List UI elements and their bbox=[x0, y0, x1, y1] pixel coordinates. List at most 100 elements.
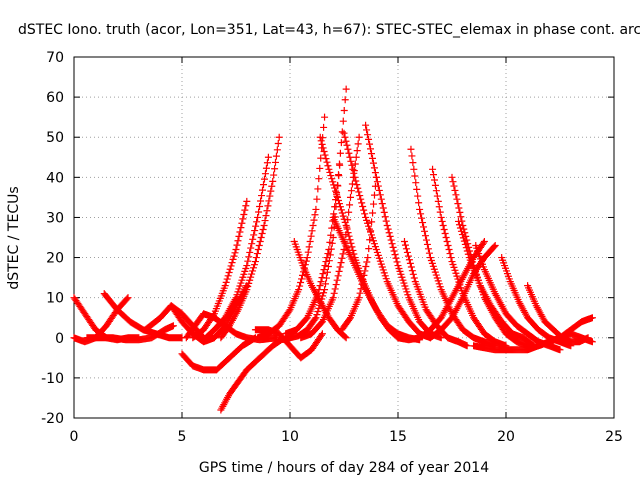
data-point bbox=[259, 181, 267, 189]
data-point bbox=[346, 193, 354, 201]
data-point bbox=[340, 246, 348, 254]
data-point bbox=[124, 294, 132, 302]
data-point bbox=[355, 188, 363, 196]
data-point bbox=[266, 192, 274, 200]
data-point bbox=[329, 178, 337, 186]
data-point bbox=[341, 333, 349, 341]
series-arc-18 bbox=[316, 133, 402, 342]
data-point bbox=[325, 246, 333, 254]
data-point bbox=[234, 237, 242, 245]
data-point bbox=[270, 171, 278, 179]
data-point bbox=[246, 276, 254, 284]
y-axis-title: dSTEC / TECUs bbox=[6, 186, 22, 289]
data-point bbox=[343, 225, 351, 233]
data-point bbox=[241, 206, 249, 214]
data-point bbox=[346, 153, 354, 161]
data-point bbox=[367, 227, 375, 235]
data-point bbox=[317, 278, 325, 286]
data-point bbox=[408, 152, 416, 160]
data-point bbox=[296, 282, 304, 290]
data-point bbox=[252, 254, 260, 262]
data-point bbox=[370, 191, 378, 199]
data-point bbox=[347, 187, 355, 195]
data-point bbox=[421, 232, 429, 240]
data-point bbox=[346, 315, 354, 323]
data-point bbox=[345, 149, 353, 157]
data-point bbox=[245, 253, 253, 261]
data-point bbox=[342, 85, 350, 93]
data-point bbox=[264, 153, 272, 161]
data-point bbox=[371, 169, 379, 177]
data-point bbox=[326, 168, 334, 176]
data-point bbox=[223, 275, 231, 283]
data-point bbox=[327, 231, 335, 239]
data-point bbox=[387, 236, 395, 244]
data-point bbox=[311, 211, 319, 219]
data-point bbox=[588, 314, 596, 322]
data-point bbox=[225, 269, 233, 277]
data-point bbox=[319, 270, 327, 278]
data-point bbox=[344, 145, 352, 153]
data-point bbox=[233, 241, 241, 249]
x-tick-label: 5 bbox=[178, 429, 187, 445]
data-point bbox=[490, 243, 498, 251]
data-point bbox=[438, 217, 446, 225]
data-point bbox=[416, 205, 424, 213]
data-point bbox=[261, 170, 269, 178]
data-point bbox=[385, 229, 393, 237]
data-point bbox=[328, 224, 336, 232]
data-point bbox=[362, 121, 370, 129]
data-point bbox=[319, 144, 327, 152]
data-point bbox=[454, 200, 462, 208]
x-tick-label: 10 bbox=[281, 429, 299, 445]
data-point bbox=[255, 208, 263, 216]
data-point bbox=[321, 151, 329, 159]
data-point bbox=[425, 249, 433, 257]
data-point bbox=[353, 181, 361, 189]
data-point bbox=[248, 270, 256, 278]
data-point bbox=[391, 251, 399, 259]
data-marks bbox=[70, 85, 596, 414]
data-point bbox=[227, 262, 235, 270]
data-point bbox=[267, 187, 275, 195]
data-point bbox=[337, 259, 345, 267]
data-point bbox=[260, 175, 268, 183]
series-arc-34 bbox=[534, 330, 596, 350]
data-point bbox=[242, 202, 250, 210]
series-arc-10 bbox=[189, 197, 251, 342]
data-point bbox=[374, 182, 382, 190]
series-arc-07 bbox=[182, 310, 281, 344]
series-arc-30 bbox=[472, 242, 564, 354]
data-point bbox=[346, 236, 354, 244]
data-point bbox=[403, 248, 411, 256]
data-point bbox=[332, 187, 340, 195]
data-point bbox=[243, 262, 251, 270]
data-point bbox=[445, 246, 453, 254]
data-point bbox=[375, 186, 383, 194]
data-point bbox=[257, 197, 265, 205]
data-point bbox=[433, 192, 441, 200]
data-point bbox=[407, 263, 415, 271]
data-point bbox=[251, 227, 259, 235]
data-point bbox=[224, 272, 232, 280]
data-point bbox=[318, 274, 326, 282]
data-point bbox=[335, 267, 343, 275]
data-point bbox=[247, 273, 255, 281]
data-point bbox=[338, 254, 346, 262]
data-point bbox=[251, 258, 259, 266]
data-point bbox=[588, 338, 596, 346]
data-point bbox=[365, 135, 373, 143]
data-point bbox=[353, 147, 361, 155]
data-point bbox=[239, 215, 247, 223]
data-point bbox=[331, 184, 339, 192]
data-point bbox=[461, 240, 469, 248]
data-point bbox=[314, 307, 322, 315]
data-point bbox=[359, 203, 367, 211]
data-point bbox=[249, 235, 257, 243]
data-point bbox=[249, 267, 257, 275]
data-point bbox=[338, 209, 346, 217]
data-point bbox=[441, 229, 449, 237]
data-point bbox=[237, 224, 245, 232]
data-point bbox=[368, 218, 376, 226]
data-point bbox=[410, 274, 418, 282]
